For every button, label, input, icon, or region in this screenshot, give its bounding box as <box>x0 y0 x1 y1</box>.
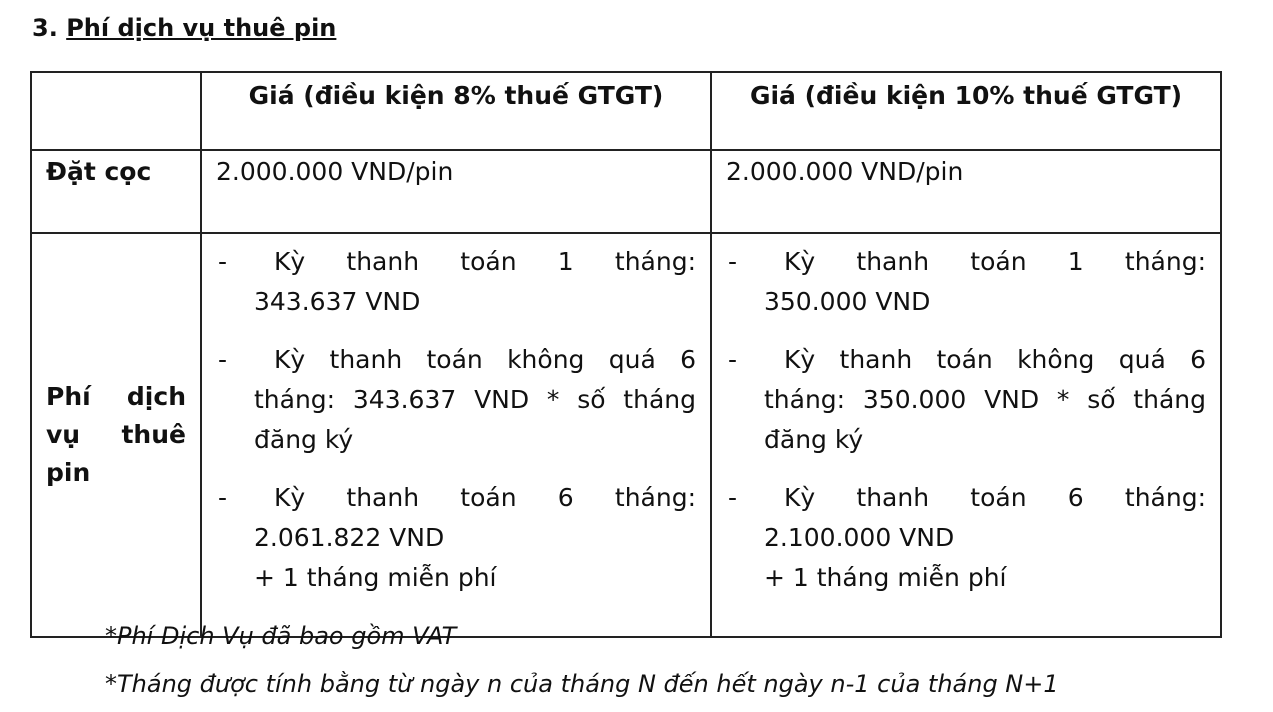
item-extra: + 1 tháng miễn phí <box>254 563 497 592</box>
list-item: - Kỳ thanh toán không quá 6 tháng: 350.000… <box>728 340 1206 460</box>
rental-row: Phí dịch vụ thuê pin - Kỳ thanh toán 1 th… <box>30 232 1222 638</box>
section-heading: 3. Phí dịch vụ thuê pin <box>32 14 336 42</box>
dash-bullet: - <box>218 345 228 374</box>
item-rest: tháng: 350.000 VND * số tháng đăng ký <box>764 385 1206 454</box>
deposit-8: 2.000.000 VND/pin <box>200 149 712 234</box>
section-title: Phí dịch vụ thuê pin <box>66 14 337 42</box>
header-empty <box>30 71 202 151</box>
battery-rental-fee-table: Giá (điều kiện 8% thuế GTGT) Giá (điều k… <box>30 71 1222 638</box>
item-rest: 2.061.822 VND <box>254 523 445 552</box>
list-item: - Kỳ thanh toán 1 tháng: 350.000 VND <box>728 242 1206 322</box>
list-item: - Kỳ thanh toán 6 tháng: 2.061.822 VND + 1 … <box>218 478 696 598</box>
section-number: 3. <box>32 14 58 42</box>
rental-label-line: Phí dịch <box>46 382 186 411</box>
list-item: - Kỳ thanh toán không quá 6 tháng: 343.637… <box>218 340 696 460</box>
header-10-percent: Giá (điều kiện 10% thuế GTGT) <box>710 71 1222 151</box>
list-item: - Kỳ thanh toán 6 tháng: 2.100.000 VND + 1 … <box>728 478 1206 598</box>
item-first-line: Kỳ thanh toán 1 tháng: <box>274 247 696 276</box>
dash-bullet: - <box>218 247 228 276</box>
item-first-line: Kỳ thanh toán 6 tháng: <box>784 483 1206 512</box>
item-rest: 350.000 VND <box>764 287 931 316</box>
item-text: Kỳ thanh toán 6 tháng: 2.100.000 VND + 1 t… <box>764 478 1206 598</box>
list-item: - Kỳ thanh toán 1 tháng: 343.637 VND <box>218 242 696 322</box>
note-vat: *Phí Dịch Vụ đã bao gồm VAT <box>105 622 457 650</box>
item-extra: + 1 tháng miễn phí <box>764 563 1007 592</box>
item-text: Kỳ thanh toán không quá 6 tháng: 343.637 … <box>254 340 696 460</box>
deposit-label: Đặt cọc <box>30 149 202 234</box>
note-month-definition: *Tháng được tính bằng từ ngày n của thán… <box>105 670 1059 698</box>
rental-10-list: - Kỳ thanh toán 1 tháng: 350.000 VND - Kỳ th… <box>710 232 1222 638</box>
dash-bullet: - <box>728 345 738 374</box>
item-first-line: Kỳ thanh toán không quá 6 <box>784 345 1206 374</box>
rental-label-line: vụ thuê <box>46 420 186 449</box>
dash-bullet: - <box>218 483 228 512</box>
header-8-percent: Giá (điều kiện 8% thuế GTGT) <box>200 71 712 151</box>
item-first-line: Kỳ thanh toán 1 tháng: <box>784 247 1206 276</box>
item-text: Kỳ thanh toán 6 tháng: 2.061.822 VND + 1 t… <box>254 478 696 598</box>
item-first-line: Kỳ thanh toán 6 tháng: <box>274 483 696 512</box>
dash-bullet: - <box>728 247 738 276</box>
item-rest: tháng: 343.637 VND * số tháng đăng ký <box>254 385 696 454</box>
item-text: Kỳ thanh toán 1 tháng: 343.637 VND <box>254 242 696 322</box>
header-row: Giá (điều kiện 8% thuế GTGT) Giá (điều k… <box>30 71 1222 151</box>
item-rest: 343.637 VND <box>254 287 421 316</box>
deposit-row: Đặt cọc 2.000.000 VND/pin 2.000.000 VND/… <box>30 149 1222 234</box>
rental-label: Phí dịch vụ thuê pin <box>30 232 202 638</box>
item-first-line: Kỳ thanh toán không quá 6 <box>274 345 696 374</box>
item-rest: 2.100.000 VND <box>764 523 955 552</box>
item-text: Kỳ thanh toán không quá 6 tháng: 350.000 … <box>764 340 1206 460</box>
item-text: Kỳ thanh toán 1 tháng: 350.000 VND <box>764 242 1206 322</box>
deposit-10: 2.000.000 VND/pin <box>710 149 1222 234</box>
dash-bullet: - <box>728 483 738 512</box>
rental-label-line: pin <box>46 458 91 487</box>
rental-8-list: - Kỳ thanh toán 1 tháng: 343.637 VND - Kỳ th… <box>200 232 712 638</box>
